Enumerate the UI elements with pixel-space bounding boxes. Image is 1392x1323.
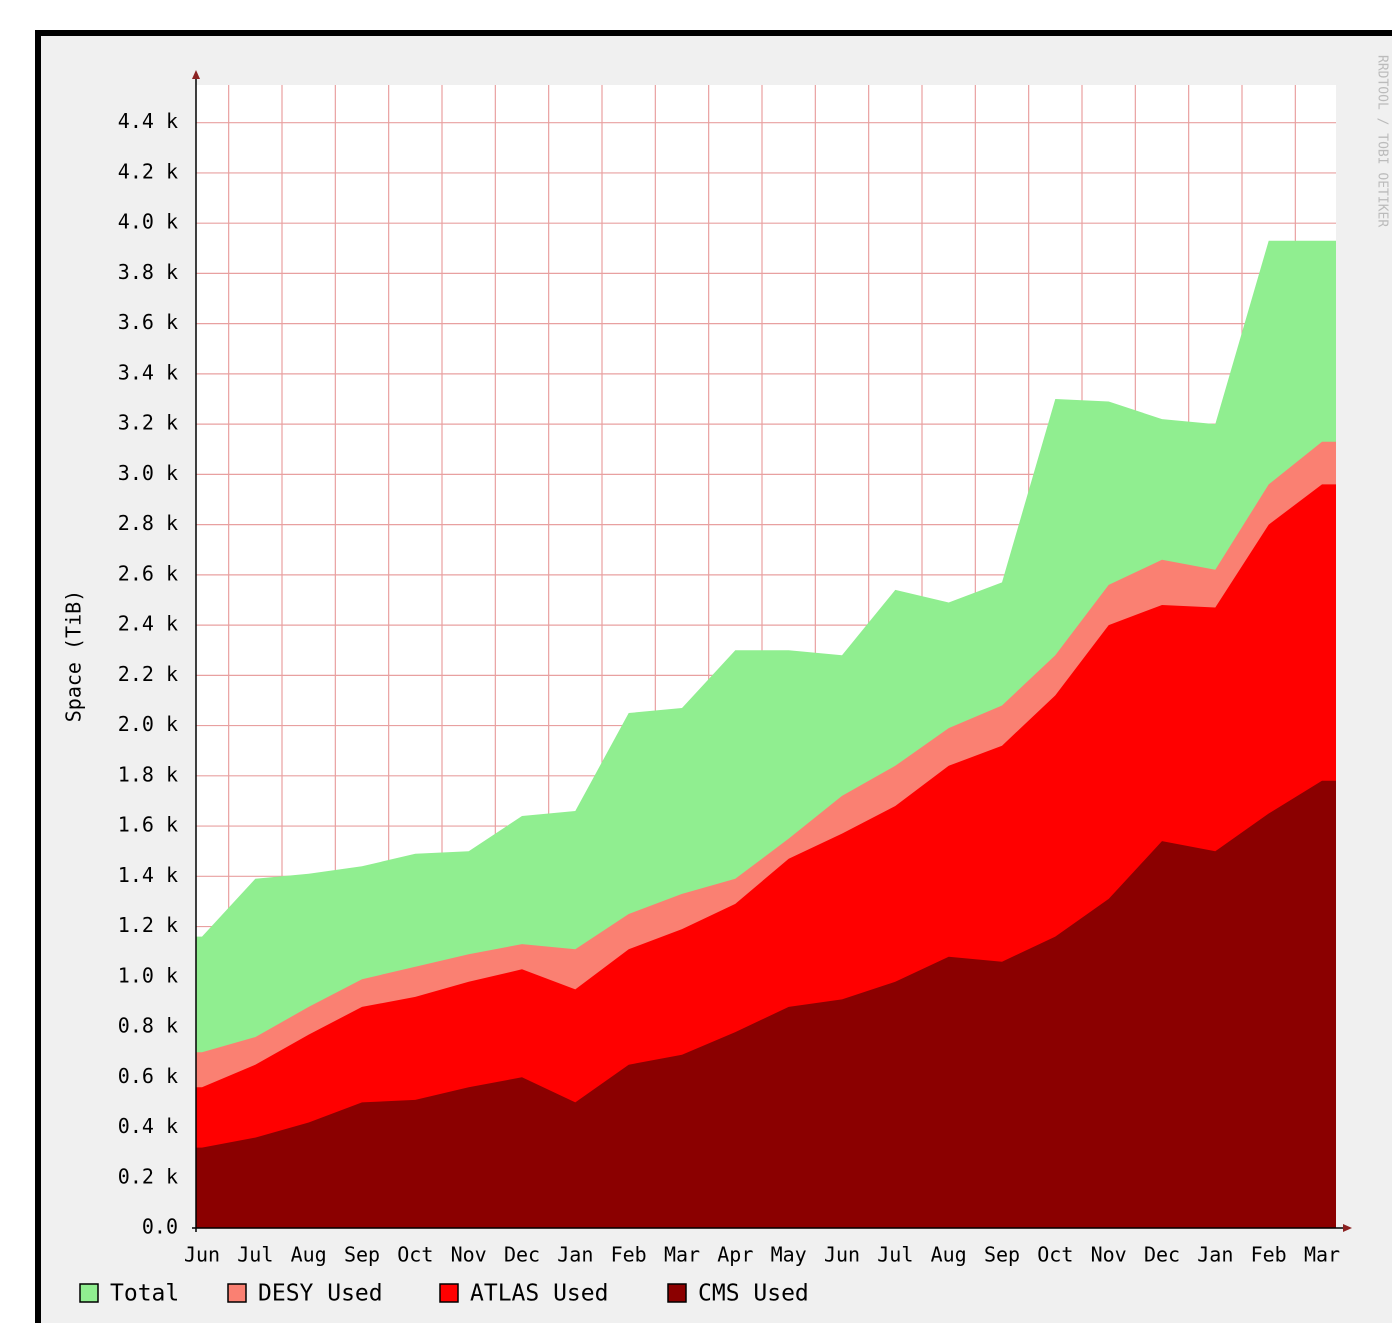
x-tick-label: Jan	[1197, 1243, 1233, 1267]
x-tick-label: Sep	[344, 1243, 380, 1267]
x-tick-label: Nov	[451, 1243, 487, 1267]
x-tick-label: Jul	[237, 1243, 273, 1267]
y-tick-label: 0.2 k	[118, 1164, 178, 1188]
y-tick-label: 4.0 k	[118, 210, 178, 234]
arrow	[192, 70, 200, 79]
legend-label: ATLAS Used	[470, 1281, 608, 1307]
y-tick-label: 4.4 k	[118, 109, 178, 133]
y-tick-label: 2.8 k	[118, 511, 178, 535]
legend-label: Total	[110, 1281, 179, 1307]
legend-label: DESY Used	[258, 1281, 383, 1307]
x-tick-label: Apr	[717, 1243, 753, 1267]
legend-swatch	[667, 1283, 687, 1303]
x-tick-label: May	[771, 1243, 807, 1267]
area	[196, 780, 1336, 1228]
legend-label: CMS Used	[698, 1281, 809, 1307]
y-tick-label: 0.0	[142, 1215, 178, 1239]
y-axis-label: Space (TiB)	[62, 590, 86, 722]
y-tick-label: 3.0 k	[118, 461, 178, 485]
y-tick-label: 2.6 k	[118, 561, 178, 585]
y-tick-label: 3.2 k	[118, 411, 178, 435]
x-tick-label: Dec	[1144, 1243, 1180, 1267]
x-tick-label: Dec	[504, 1243, 540, 1267]
x-tick-label: Mar	[1304, 1243, 1340, 1267]
y-tick-label: 2.0 k	[118, 712, 178, 736]
x-tick-label: Jan	[557, 1243, 593, 1267]
x-tick-label: Feb	[1251, 1243, 1287, 1267]
legend-swatch	[227, 1283, 247, 1303]
x-tick-label: Nov	[1091, 1243, 1127, 1267]
x-tick-label: Mar	[664, 1243, 700, 1267]
y-tick-label: 1.4 k	[118, 863, 178, 887]
legend-swatch	[439, 1283, 459, 1303]
x-tick-label: Feb	[611, 1243, 647, 1267]
x-tick-label: Jun	[184, 1243, 220, 1267]
x-tick-label: Aug	[291, 1243, 327, 1267]
y-tick-label: 1.0 k	[118, 963, 178, 987]
y-tick-label: 1.8 k	[118, 762, 178, 786]
y-tick-label: 3.8 k	[118, 260, 178, 284]
y-tick-label: 2.2 k	[118, 662, 178, 686]
y-tick-label: 1.2 k	[118, 913, 178, 937]
y-tick-label: 3.4 k	[118, 360, 178, 384]
x-tick-label: Jul	[877, 1243, 913, 1267]
x-tick-label: Sep	[984, 1243, 1020, 1267]
x-tick-label: Jun	[824, 1243, 860, 1267]
y-tick-label: 1.6 k	[118, 813, 178, 837]
y-tick-label: 0.4 k	[118, 1114, 178, 1138]
x-tick-label: Aug	[931, 1243, 967, 1267]
y-tick-label: 0.6 k	[118, 1064, 178, 1088]
y-tick-label: 3.6 k	[118, 310, 178, 334]
x-tick-label: Oct	[397, 1243, 433, 1267]
watermark: RRDTOOL / TOBI OETIKER	[1375, 55, 1390, 227]
y-tick-label: 2.4 k	[118, 612, 178, 636]
y-tick-label: 4.2 k	[118, 159, 178, 183]
x-tick-label: Oct	[1037, 1243, 1073, 1267]
legend-swatch	[79, 1283, 99, 1303]
y-tick-label: 0.8 k	[118, 1014, 178, 1038]
arrow	[1343, 1224, 1352, 1232]
